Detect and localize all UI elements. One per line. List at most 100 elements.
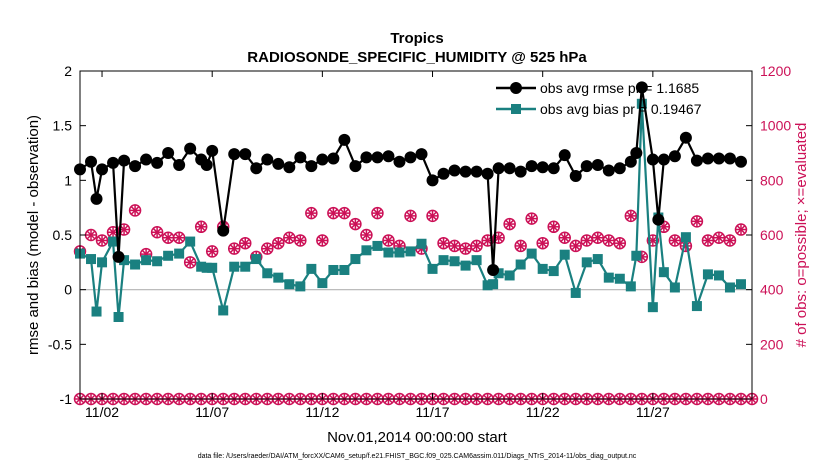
- rmse-point: [635, 81, 648, 94]
- bias-point: [488, 279, 499, 290]
- rmse-point: [415, 148, 428, 161]
- bias-point: [669, 282, 680, 293]
- bias-point: [713, 270, 724, 281]
- evaluated-obs-asterisk: [593, 233, 603, 243]
- count-marker: [580, 234, 594, 247]
- rmse-point: [272, 157, 285, 170]
- rmse-point: [525, 160, 538, 173]
- bias-point: [416, 238, 427, 249]
- rmse-point: [173, 159, 186, 172]
- bias-point: [592, 254, 603, 265]
- evaluated-obs-asterisk: [670, 236, 680, 245]
- evaluated-obs-asterisk: [174, 233, 184, 243]
- evaluated-obs-asterisk: [306, 208, 316, 218]
- bias-point: [86, 254, 97, 265]
- bias-point: [262, 268, 273, 279]
- rmse-point: [701, 152, 714, 165]
- count-marker: [448, 239, 461, 253]
- count-marker: [316, 234, 329, 247]
- count-marker: [591, 231, 605, 244]
- count-marker: [470, 239, 483, 253]
- rmse-point: [630, 147, 643, 159]
- rmse-point: [459, 165, 472, 178]
- bias-point: [603, 272, 614, 283]
- rmse-point: [723, 152, 736, 165]
- rmse-point: [305, 160, 318, 173]
- bias-point: [449, 256, 460, 267]
- rmse-point: [261, 153, 274, 166]
- rmse-point: [217, 224, 230, 237]
- bias-point: [97, 257, 108, 268]
- evaluated-obs-asterisk: [505, 219, 515, 229]
- evaluated-obs-asterisk: [262, 244, 272, 254]
- evaluated-obs-asterisk: [328, 208, 338, 218]
- rmse-point: [112, 250, 125, 263]
- count-marker: [305, 206, 318, 220]
- bias-point: [113, 312, 124, 322]
- rmse-point: [206, 144, 219, 157]
- legend-rmse-label: obs avg rmse pr = 1.1685: [540, 80, 699, 96]
- evaluated-obs-asterisk: [483, 236, 492, 245]
- bias-point: [229, 261, 240, 272]
- count-marker: [569, 239, 582, 253]
- bias-point: [702, 269, 713, 280]
- evaluated-obs-asterisk: [538, 238, 548, 248]
- bias-point: [691, 301, 702, 312]
- count-marker: [360, 228, 373, 242]
- rmse-point: [294, 151, 307, 164]
- count-marker: [734, 223, 748, 236]
- y2-tick-label: 0: [760, 391, 768, 407]
- y2-tick-label: 1000: [760, 118, 791, 134]
- bias-point: [482, 280, 493, 291]
- count-marker: [183, 256, 197, 269]
- rmse-point: [228, 148, 241, 161]
- rmse-point: [184, 142, 197, 155]
- bias-point: [471, 255, 482, 266]
- bias-point: [735, 279, 746, 290]
- evaluated-obs-asterisk: [659, 222, 669, 232]
- y-tick-label: 1.5: [53, 118, 73, 134]
- evaluated-obs-asterisk: [163, 233, 173, 243]
- evaluated-obs-asterisk: [351, 219, 360, 229]
- rmse-point: [470, 165, 483, 178]
- count-marker: [272, 236, 285, 250]
- rmse-point: [371, 151, 384, 164]
- evaluated-obs-asterisk: [362, 230, 371, 240]
- bias-point: [207, 262, 218, 273]
- x-tick-label: 11/07: [195, 404, 229, 420]
- evaluated-obs-asterisk: [428, 211, 437, 221]
- evaluated-obs-asterisk: [196, 222, 206, 232]
- y-tick-label: 1: [64, 172, 72, 188]
- rmse-point: [96, 163, 109, 176]
- count-marker: [294, 234, 307, 247]
- rmse-point: [338, 133, 351, 146]
- y-tick-label: -0.5: [48, 336, 72, 352]
- rmse-point: [547, 162, 560, 175]
- bias-point: [306, 263, 317, 274]
- rmse-point: [327, 152, 340, 165]
- y-tick-label: 0: [64, 282, 72, 298]
- bias-point: [559, 249, 570, 260]
- bias-point: [152, 256, 163, 267]
- rmse-point: [283, 161, 296, 174]
- legend-rmse-marker: [510, 82, 522, 94]
- rmse-point: [624, 155, 637, 168]
- bias-point: [625, 281, 636, 292]
- rmse-point: [712, 152, 725, 165]
- legend-bias-label: obs avg bias pr = 0.19467: [540, 101, 702, 117]
- evaluated-obs-asterisk: [108, 227, 118, 237]
- bias-point: [108, 236, 119, 247]
- rmse-point: [360, 151, 373, 164]
- evaluated-obs-asterisk: [439, 238, 448, 248]
- count-marker: [426, 209, 439, 223]
- bias-point: [570, 287, 581, 298]
- count-marker: [161, 231, 175, 244]
- count-marker: [668, 234, 682, 247]
- bias-point: [295, 281, 306, 292]
- count-marker: [172, 231, 186, 244]
- rmse-point: [646, 153, 659, 166]
- count-marker: [238, 236, 252, 250]
- bias-point: [185, 236, 196, 247]
- bias-point: [339, 264, 350, 275]
- rmse-point: [239, 148, 252, 161]
